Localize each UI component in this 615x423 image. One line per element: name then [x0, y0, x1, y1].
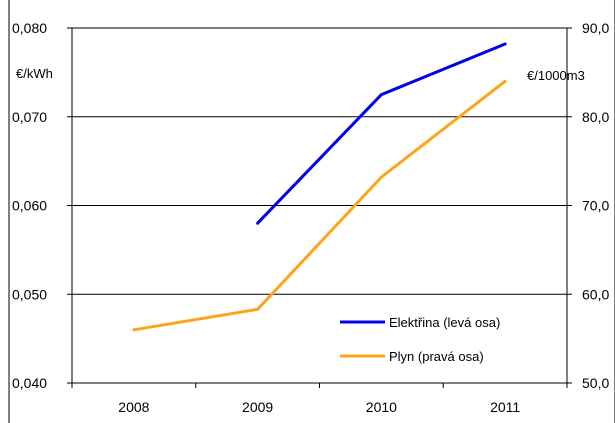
chart-border — [8, 0, 615, 423]
left-axis-tick-labels: 0,040 0,050 0,060 0,070 0,080 — [12, 20, 47, 391]
left-tick-label: 0,070 — [12, 109, 47, 125]
left-tick-label: 0,080 — [12, 20, 47, 36]
left-tick-label: 0,050 — [12, 286, 47, 302]
data-point — [379, 93, 383, 97]
x-tick-label: 2010 — [366, 399, 397, 415]
right-axis-tick-labels: 50,0 60,0 70,0 80,0 90,0 — [582, 20, 609, 391]
x-tick-label: 2008 — [118, 399, 149, 415]
series-lines — [132, 42, 507, 332]
x-tick-label: 2011 — [490, 399, 520, 415]
data-point — [503, 42, 507, 46]
right-axis-unit-label: €/1000m3 — [527, 68, 585, 83]
data-point — [132, 328, 136, 332]
data-point — [503, 79, 507, 83]
x-axis-tick-labels: 2008 2009 2010 2011 — [118, 399, 520, 415]
right-tick-label: 60,0 — [582, 286, 609, 302]
legend-label-electricity: Elektřina (levá osa) — [389, 315, 500, 330]
gridlines — [72, 27, 567, 295]
x-tick-label: 2009 — [242, 399, 273, 415]
legend: Elektřina (levá osa) Plyn (pravá osa) — [340, 315, 500, 364]
right-tick-label: 70,0 — [582, 198, 609, 214]
data-point — [379, 175, 383, 179]
series-line-gas — [133, 80, 507, 332]
left-tick-label: 0,060 — [12, 198, 47, 214]
left-tick-label: 0,040 — [12, 375, 47, 391]
data-point — [256, 307, 260, 311]
axis-tick-marks — [67, 27, 572, 388]
right-tick-label: 50,0 — [582, 375, 609, 391]
left-axis-unit-label: €/kWh — [16, 66, 53, 81]
right-tick-label: 90,0 — [582, 20, 609, 36]
right-tick-label: 80,0 — [582, 109, 609, 125]
legend-label-gas: Plyn (pravá osa) — [389, 349, 484, 364]
data-point — [256, 221, 260, 225]
